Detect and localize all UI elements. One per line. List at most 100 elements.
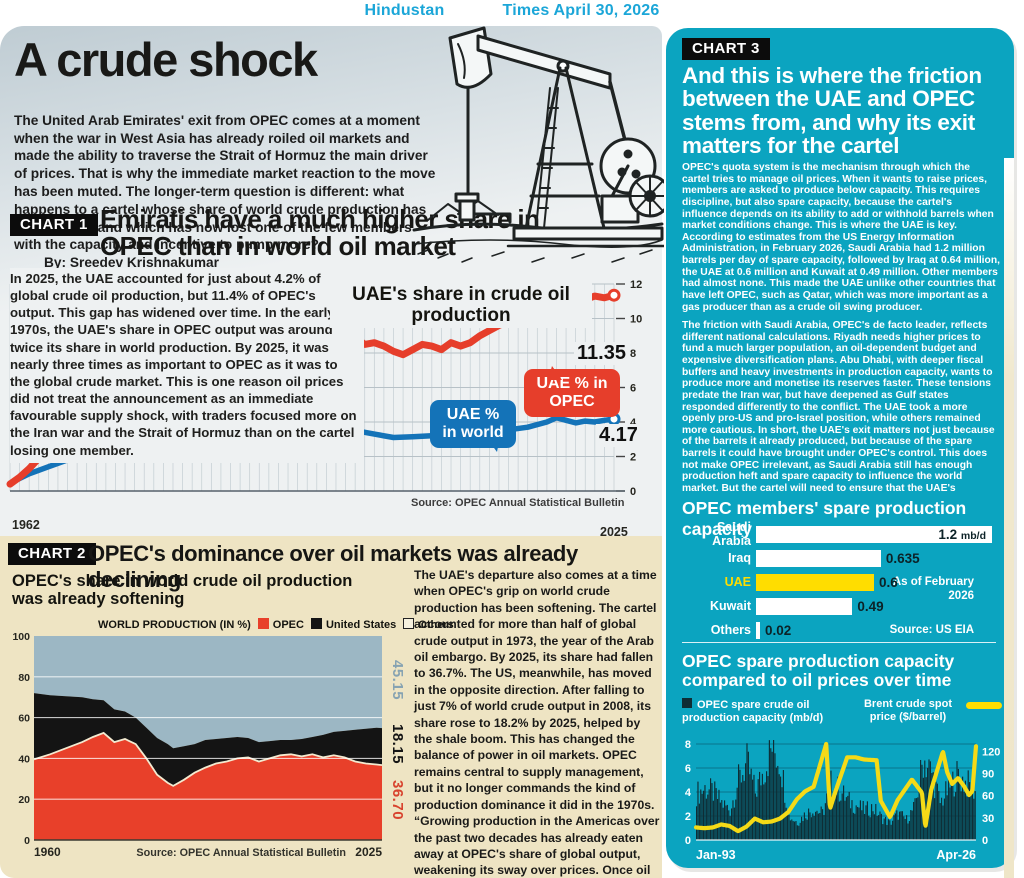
capacity-bar [742, 775, 744, 840]
capacity-bar [915, 798, 917, 840]
capacity-bar [914, 798, 916, 840]
intro-paragraph: The United Arab Emirates' exit from OPEC… [14, 112, 442, 272]
capacity-bar [906, 815, 908, 840]
axis-tick-label: 60 [18, 713, 30, 725]
bar-label: Kuwait [710, 599, 751, 613]
capacity-bar [822, 809, 824, 840]
oil-pumpjack-illustration [412, 26, 664, 263]
legend-item-others: Others [403, 618, 454, 631]
capacity-bar [791, 819, 793, 840]
axis-tick-label: 80 [18, 672, 30, 684]
xlabel-start: 1960 [34, 845, 61, 859]
brent-line-swatch [966, 702, 1002, 709]
axis-tick-label: 10 [630, 314, 642, 326]
capacity-bar [857, 806, 859, 840]
area-others [34, 636, 382, 749]
capacity-bar [911, 810, 913, 840]
capacity-bar [918, 788, 920, 840]
capacity-bar [854, 813, 856, 840]
capacity-bar [806, 819, 808, 840]
capacity-bar [775, 767, 777, 840]
capacity-bar [948, 775, 950, 840]
capacity-bar [966, 796, 968, 840]
capacity-bar [934, 798, 936, 840]
capacity-bar [850, 808, 852, 840]
opec-top-edge [33, 731, 383, 787]
capacity-bar [959, 779, 961, 840]
legend-spare-capacity: OPEC spare crude oil production capacity… [682, 698, 842, 725]
byline: By: Sreedev Krishnakumar [44, 255, 219, 271]
right-axis-tick: 90 [982, 769, 994, 781]
capacity-bar [957, 768, 959, 840]
capacity-bar [820, 806, 822, 840]
axis-tick-label: 20 [18, 794, 30, 806]
axis-tick-label: 6 [630, 383, 636, 395]
capacity-bar [945, 781, 947, 840]
masthead-left: Hindustan [364, 2, 445, 19]
capacity-bar [893, 815, 895, 840]
legend-us-label: United States [325, 619, 397, 631]
capacity-bar [892, 820, 894, 840]
capacity-bar [738, 764, 740, 840]
capacity-bar [785, 807, 787, 840]
axis-tick-label: 0 [24, 835, 30, 847]
callout-world-label: UAE % in world [442, 406, 504, 441]
axis-tick-label: 0 [630, 486, 636, 498]
capacity-bar [747, 751, 749, 840]
right-axis-tick: 30 [982, 813, 994, 825]
chart2-badge: CHART 2 [8, 543, 96, 565]
capacity-bar [855, 805, 857, 840]
capacity-bar [759, 771, 761, 840]
divider-line [682, 642, 996, 643]
capacity-bar [799, 822, 801, 840]
end-value-world: 4.17 [596, 424, 641, 447]
capacity-bar [778, 774, 780, 840]
capacity-bar [899, 811, 901, 840]
capacity-bar [939, 803, 941, 840]
capacity-bar [852, 812, 854, 840]
capacity-swatch [682, 698, 692, 708]
capacity-bar [941, 797, 943, 840]
legend-brent-label: Brent crude spot price ($/barrel) [863, 698, 952, 724]
chart2-subtitle: OPEC's share in world crude oil producti… [12, 572, 353, 609]
side-label-opec: 36.70 [389, 780, 406, 821]
capacity-bar [707, 794, 709, 840]
capacity-bar [913, 801, 915, 840]
capacity-bar [851, 800, 853, 840]
capacity-bar [795, 821, 797, 840]
axis-tick-label: 40 [18, 753, 30, 765]
capacity-bar [848, 791, 850, 840]
bar-value: 0.6 [879, 574, 898, 590]
callout-opec-label: UAE % in OPEC [536, 375, 608, 410]
capacity-bar [766, 771, 768, 840]
capacity-bar [903, 816, 905, 840]
legend-item-us: United States [310, 618, 397, 631]
opec-world-share-area-chart: 0 20 40 60 80 100 1960 2025 Source: OPEC Annual … [12, 631, 383, 859]
bar-row-kuwait: Kuwait 0.49 [682, 594, 1000, 618]
capacity-bar [794, 821, 796, 840]
capacity-bar [760, 785, 762, 840]
chart2-legend: WORLD PRODUCTION (IN %) OPEC United Stat… [98, 618, 454, 631]
capacity-bar [938, 791, 940, 840]
capacity-bar [943, 798, 945, 840]
axis-tick-label: 12 [630, 279, 642, 291]
capacity-bar [749, 774, 751, 840]
capacity-bar [973, 798, 975, 840]
spare-capacity-title: OPEC members' spare production capacity [682, 498, 967, 539]
capacity-bar [780, 776, 782, 840]
opec-swatch [257, 618, 269, 629]
capacity-bar [787, 814, 789, 840]
capacity-bar [889, 820, 891, 840]
capacity-bar [773, 740, 775, 840]
capacity-bar [847, 795, 849, 840]
bar [756, 621, 760, 639]
capacity-bar [813, 815, 815, 840]
bar-value: 0.02 [765, 622, 792, 638]
capacity-bar [788, 814, 790, 840]
bar [756, 573, 874, 591]
capacity-bar [901, 811, 903, 840]
capacity-bar [735, 799, 737, 840]
compare-chart-title: OPEC spare production capacity compared … [682, 651, 955, 691]
bar-label: Saudi Arabia [712, 520, 751, 548]
capacity-bar [805, 818, 807, 840]
